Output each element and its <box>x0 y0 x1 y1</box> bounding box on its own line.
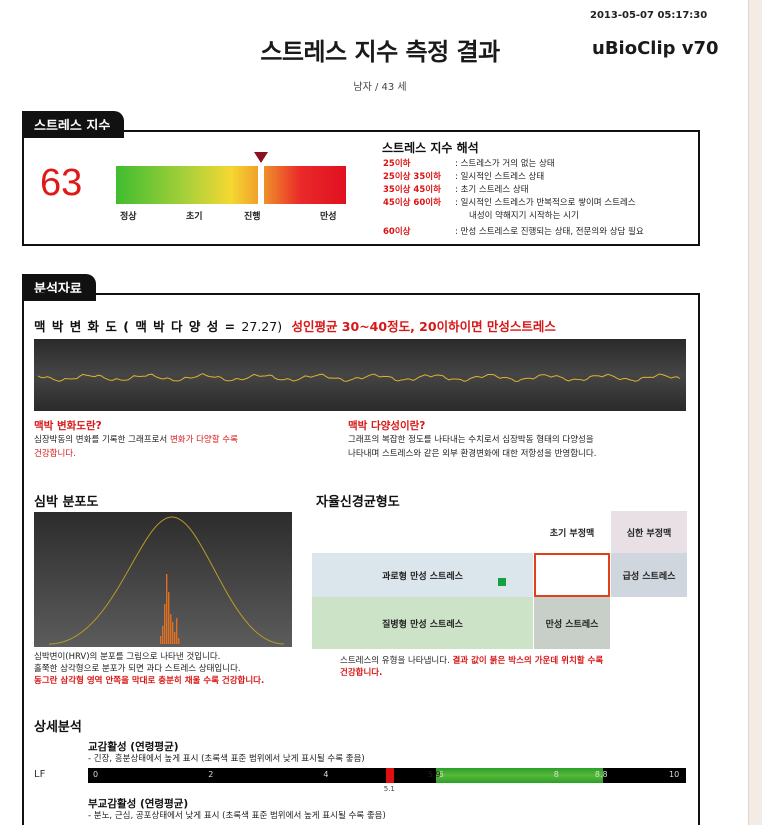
what-var-text: 그래프의 복잡한 정도를 나타내는 수치로서 심장박동 형태의 다양성을 나타내… <box>348 435 597 459</box>
stress-gauge <box>116 166 346 204</box>
tick-label: 4 <box>323 770 329 779</box>
range-low-label: 5.9 <box>427 770 441 779</box>
dist-title: 심박 분포도 <box>34 495 99 510</box>
interp-title: 스트레스 지수 해석 <box>382 141 479 155</box>
ans-cell-disease-chronic: 질병형 만성 스트레스 <box>312 597 533 649</box>
gauge-marker-line <box>257 166 264 204</box>
range-high-label: 8.8 <box>594 770 608 779</box>
analysis-box <box>22 293 700 825</box>
gauge-label-early: 초기 <box>186 212 203 222</box>
hrv-chart <box>34 339 686 411</box>
ans-cell-early-irregular: 초기 부정맥 <box>534 511 610 553</box>
dist-chart <box>34 512 292 647</box>
parasympathetic-title: 부교감활성 (연령평균) <box>88 798 189 810</box>
interp-row: 60이상: 만성 스트레스로 진행되는 상태, 전문의와 상담 필요 <box>383 227 644 237</box>
stress-score: 63 <box>40 162 83 204</box>
scrollbar-track[interactable] <box>748 0 762 825</box>
gauge-label-chronic: 만성 <box>320 212 337 222</box>
interp-row: 25이하: 스트레스가 거의 없는 상태 <box>383 159 555 169</box>
dist-text: 심박변이(HRV)의 분포를 그림으로 나타낸 것입니다. 홀쭉한 삼각형으로 … <box>34 652 265 686</box>
result-marker-icon <box>498 578 506 586</box>
ans-cell-chronic: 만성 스트레스 <box>534 597 610 649</box>
tick-label: 8 <box>553 770 559 779</box>
lf-value-label: 5.1 <box>383 785 395 793</box>
sympathetic-desc: - 긴장, 흥분상태에서 높게 표시 (초록색 표준 범위에서 낮게 표시될 수… <box>88 754 365 764</box>
tick-label: 0 <box>93 770 99 779</box>
stress-box <box>22 130 700 246</box>
interp-row: 45이상 60이하: 일시적인 스트레스가 반복적으로 쌓이며 스트레스 <box>383 198 636 208</box>
lf-bar: 0 2 4 6 8 10 5.9 8.8 <box>88 768 686 783</box>
gauge-label-normal: 정상 <box>120 212 137 222</box>
brand-logo: uBioClip v70 <box>592 38 719 59</box>
ans-cell-severe-irregular: 심한 부정맥 <box>611 511 687 553</box>
interp-row: 내성이 약해지기 시작하는 시기 <box>469 211 579 221</box>
subject-info: 남자 / 43 세 <box>353 82 407 93</box>
parasympathetic-desc: - 분노, 근심, 공포상태에서 낮게 표시 (초록색 표준 범위에서 높게 표… <box>88 811 386 821</box>
lf-value-marker <box>385 768 394 783</box>
ans-title: 자율신경균형도 <box>316 495 400 510</box>
ans-cell-acute: 급성 스트레스 <box>611 553 687 597</box>
what-hrv-text: 심장박동의 변화를 기록한 그래프로서 변화가 다양할 수록 건강합니다. <box>34 435 238 459</box>
lf-label: LF <box>34 769 46 780</box>
gauge-marker-icon <box>253 152 268 163</box>
page-title: 스트레스 지수 측정 결과 <box>260 38 500 66</box>
gauge-label-progress: 진행 <box>244 212 261 222</box>
what-var-title: 맥박 다양성이란? <box>348 420 426 432</box>
stress-tab: 스트레스 지수 <box>22 111 125 138</box>
target-box <box>534 553 610 597</box>
timestamp: 2013-05-07 05:17:30 <box>590 10 708 21</box>
tick-label: 6 <box>438 770 444 779</box>
ans-note: 스트레스의 유형을 나타냅니다. 결과 값이 붉은 박스의 가운데 위치할 수록… <box>340 656 604 678</box>
interp-row: 35이상 45이하: 초기 스트레스 상태 <box>383 185 529 195</box>
tick-label: 2 <box>208 770 214 779</box>
ans-cell-fatigue-chronic: 과로형 만성 스트레스 <box>312 553 533 597</box>
hrv-title: 맥 박 변 화 도 ( 맥 박 다 양 성 = 27.27) 성인평균 30~4… <box>34 319 556 334</box>
lf-standard-range <box>435 768 603 783</box>
what-hrv-title: 맥박 변화도란? <box>34 420 102 432</box>
tick-label: 10 <box>669 770 680 779</box>
detail-title: 상세분석 <box>34 720 82 735</box>
interp-row: 25이상 35이하: 일시적인 스트레스 상태 <box>383 172 545 182</box>
sympathetic-title: 교감활성 (연령평균) <box>88 741 179 753</box>
